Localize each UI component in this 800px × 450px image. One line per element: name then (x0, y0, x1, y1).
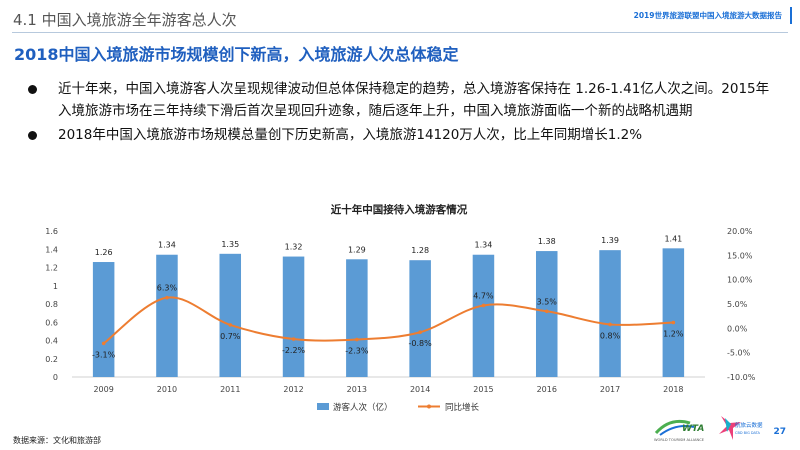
bigdata-logo-caption: CBD BIG DATA (735, 431, 761, 435)
bar-value-label: 1.41 (664, 234, 682, 243)
bar-value-label: 1.39 (601, 236, 619, 245)
bar (662, 248, 685, 377)
x-tick-label: 2010 (157, 385, 177, 394)
header-divider (12, 32, 788, 33)
bar (92, 262, 115, 377)
y-left-tick-label: 0.4 (45, 337, 58, 346)
legend-swatch-visitors (317, 403, 329, 410)
report-title: 2019世界旅游联盟中国入境旅游大数据报告 (633, 11, 782, 20)
y-right-tick-label: 5.0% (727, 300, 748, 309)
growth-point (544, 309, 549, 314)
bar-value-label: 1.38 (538, 237, 556, 246)
growth-line (103, 296, 674, 345)
legend-label-visitors: 游客人次（亿） (333, 402, 393, 413)
y-right-tick-label: 0.0% (727, 324, 748, 333)
bullet-item: 近十年来，中国入境游客人次呈现规律波动但总体保持稳定的趋势，总入境游客保持在 1… (28, 78, 778, 122)
growth-value-label: 0.8% (600, 331, 621, 340)
bar-value-label: 1.32 (285, 243, 303, 252)
growth-value-label: 4.7% (473, 291, 494, 300)
y-right-tick-label: -5.0% (727, 349, 751, 358)
bar (409, 260, 431, 377)
y-left-tick-label: 0.2 (45, 355, 58, 364)
growth-value-label: -0.8% (409, 339, 433, 348)
growth-value-label: 1.2% (663, 329, 684, 338)
growth-value-label: 3.5% (537, 297, 558, 306)
x-tick-label: 2017 (600, 385, 620, 394)
y-right-tick-label: 20.0% (727, 227, 753, 236)
legend-label-growth: 同比增长 (445, 402, 480, 413)
bigdata-logo: 航旅云数据 CBD BIG DATA (719, 416, 763, 440)
chart-title: 近十年中国接待入境游客情况 (331, 203, 468, 216)
bar-value-label: 1.28 (411, 246, 429, 255)
bar (535, 251, 558, 377)
y-left-tick-label: 1 (53, 282, 58, 291)
x-tick-label: 2014 (410, 385, 430, 394)
growth-value-label: -2.2% (282, 346, 306, 355)
bar (156, 254, 178, 377)
bar-value-label: 1.35 (221, 240, 239, 249)
bar (219, 253, 242, 377)
growth-point (671, 320, 676, 325)
bullet-text: 近十年来，中国入境游客人次呈现规律波动但总体保持稳定的趋势，总入境游客保持在 1… (58, 81, 770, 119)
bullet-dot-icon (28, 85, 37, 94)
x-tick-label: 2015 (473, 385, 493, 394)
page-number: 27 (773, 427, 786, 437)
x-tick-label: 2016 (537, 385, 557, 394)
visitor-chart: 近十年中国接待入境游客情况 0 0.2 0.4 0.6 0.8 1 1.2 1.4 1.6 -10… (45, 203, 756, 413)
x-tick-label: 2012 (283, 385, 303, 394)
x-tick-label: 2013 (347, 385, 367, 394)
section-title: 4.1 中国入境旅游全年游客总人次 (13, 11, 237, 29)
bar-value-label: 1.34 (475, 241, 493, 250)
bar (472, 254, 495, 377)
bullet-dot-icon (28, 131, 37, 140)
y-left-tick-label: 1.6 (45, 227, 58, 236)
y-right-tick-label: -10.0% (727, 373, 756, 382)
bullet-item: 2018年中国入境旅游市场规模总量创下历史新高，入境旅游14120万人次，比上年… (28, 124, 778, 146)
growth-point (165, 295, 169, 300)
growth-value-label: 6.3% (157, 284, 178, 293)
bullet-list: 近十年来，中国入境游客人次呈现规律波动但总体保持稳定的趋势，总入境游客保持在 1… (28, 78, 778, 148)
y-left-tick-label: 0.6 (45, 318, 58, 327)
growth-point (355, 337, 359, 342)
bullet-text: 2018年中国入境旅游市场规模总量创下历史新高，入境旅游14120万人次，比上年… (58, 127, 643, 143)
x-tick-label: 2011 (220, 385, 240, 394)
y-right-tick-label: 10.0% (727, 276, 753, 285)
x-tick-label: 2018 (663, 385, 683, 394)
growth-point (608, 322, 612, 327)
bar (599, 250, 621, 377)
bar-value-label: 1.29 (348, 245, 366, 254)
y-right-tick-label: 15.0% (727, 251, 753, 260)
legend-marker-growth (427, 404, 431, 409)
y-left-tick-label: 1.2 (45, 264, 58, 273)
growth-point (101, 341, 106, 346)
wta-logo-caption: WORLD TOURISM ALLIANCE (654, 438, 705, 442)
bar (346, 259, 368, 377)
growth-value-label: 0.7% (220, 332, 241, 341)
bar-value-label: 1.34 (158, 241, 176, 250)
y-left-tick-label: 1.4 (45, 245, 58, 254)
slide-headline: 2018中国入境旅游市场规模创下新高，入境旅游人次总体稳定 (14, 45, 459, 64)
bar (282, 256, 305, 377)
growth-point (481, 303, 486, 308)
x-tick-label: 2009 (93, 385, 113, 394)
data-source-note: 数据来源：文化和旅游部 (13, 436, 101, 445)
growth-point (291, 337, 296, 341)
bigdata-logo-text: 航旅云数据 (735, 421, 763, 429)
y-left-tick-label: 0 (53, 373, 58, 382)
report-title-accent-bar (790, 7, 792, 24)
bar-value-label: 1.26 (95, 248, 113, 257)
growth-point (418, 330, 422, 335)
wta-logo-text: WTA (682, 424, 704, 434)
growth-value-label: -3.1% (92, 350, 116, 359)
growth-value-label: -2.3% (345, 347, 369, 356)
wta-logo: WTA WORLD TOURISM ALLIANCE (654, 419, 705, 442)
y-left-tick-label: 0.8 (45, 300, 58, 309)
growth-point (228, 323, 233, 327)
